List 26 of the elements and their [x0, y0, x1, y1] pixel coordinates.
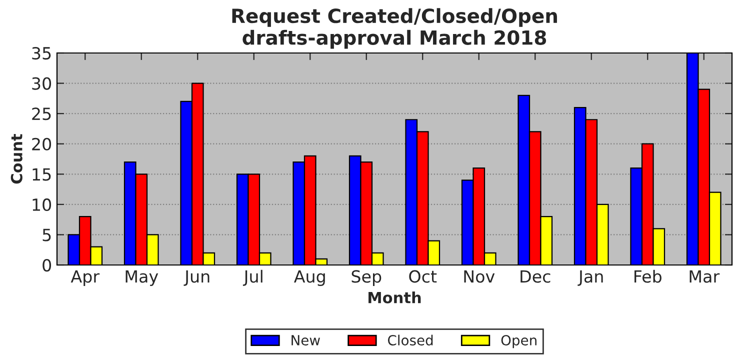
y-tick-label: 35 [32, 46, 51, 60]
x-axis-title: Month [368, 292, 421, 304]
y-axis-title: Count [10, 134, 22, 184]
y-tick-label: 5 [42, 228, 51, 242]
y-tick-label: 25 [32, 108, 51, 120]
y-tick-label: 20 [32, 138, 52, 150]
x-tick-label: Mar [690, 270, 720, 283]
x-tick-label: Feb [634, 270, 662, 283]
x-tick-label: Aug [294, 270, 325, 286]
y-tick-label: 0 [42, 258, 52, 272]
x-tick-label: May [126, 270, 158, 286]
x-tick-label: Oct [409, 270, 437, 283]
legend-label: Closed [388, 334, 433, 346]
x-tick-label: Sep [352, 270, 382, 286]
x-tick-label: Jul [242, 270, 262, 286]
y-tick-label: 30 [32, 77, 52, 90]
x-tick-label: Apr [70, 270, 100, 286]
y-tick-label: 10 [32, 198, 52, 211]
y-tick-label: 15 [32, 168, 51, 181]
legend-label: New [292, 335, 320, 346]
x-tick-label: Dec [520, 270, 550, 283]
chart-title: Request Created/Closed/Open drafts-approval March 2018 [232, 8, 557, 49]
x-tick-label: Nov [464, 270, 495, 283]
legend-label: Open [501, 334, 536, 348]
x-tick-label: Jan [578, 270, 603, 286]
x-tick-label: Jun [184, 270, 210, 286]
